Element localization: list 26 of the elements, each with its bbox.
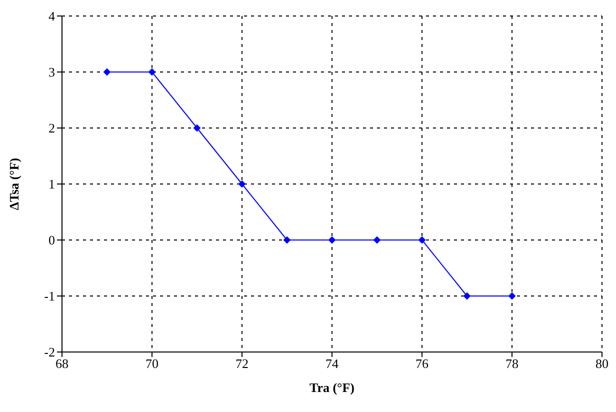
y-tick-label: 3: [48, 64, 55, 80]
x-tick-label: 80: [596, 356, 608, 372]
point: [418, 236, 426, 244]
y-axis-title: ΔTsa (°F): [6, 158, 22, 210]
x-tick-label: 76: [416, 356, 429, 372]
y-tick-label: 0: [48, 232, 55, 248]
y-tick-label: -1: [44, 288, 55, 304]
point: [284, 236, 290, 244]
x-tick-label: 74: [326, 356, 339, 372]
point: [104, 68, 110, 76]
y-tick-label: 2: [48, 120, 55, 136]
y-tick-label: -2: [44, 344, 55, 360]
point: [194, 124, 200, 132]
x-axis-title: Tra (°F): [309, 380, 355, 395]
x-tick-label: 78: [506, 356, 518, 372]
point: [148, 68, 156, 76]
x-tick-label: 68: [56, 356, 68, 372]
point: [238, 180, 246, 188]
point: [374, 236, 380, 244]
point: [328, 236, 336, 244]
x-tick-label: 72: [236, 356, 248, 372]
point: [464, 292, 470, 300]
x-tick-label: 70: [146, 356, 158, 372]
y-tick-label: 1: [48, 176, 55, 192]
y-tick-label: 4: [48, 8, 56, 24]
point: [508, 292, 516, 300]
